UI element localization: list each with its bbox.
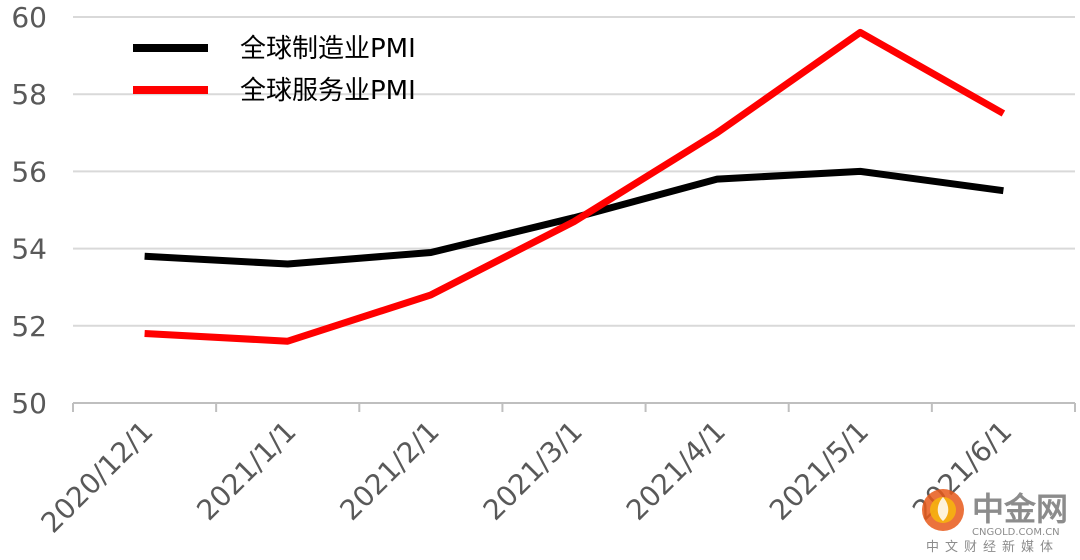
legend-label: 全球服务业PMI: [240, 76, 416, 106]
x-tick-label: 2021/3/1: [477, 415, 589, 527]
x-tick-labels: 2020/12/1 2021/1/1 2021/2/1 2021/3/1 2021/4/…: [35, 415, 1019, 540]
legend: 全球制造业PMI 全球服务业PMI: [133, 34, 416, 106]
grid-lines: [73, 16, 1075, 327]
y-tick-label: 58: [11, 78, 47, 111]
x-tick-label: 2020/12/1: [35, 415, 160, 540]
watermark-domain: CNGOLD.COM.CN: [972, 527, 1060, 538]
series-lines: [144, 28, 1006, 345]
y-tick-label: 50: [11, 387, 47, 420]
y-axis: 50 52 54 56 58 60: [11, 1, 47, 420]
series-line-services: [144, 28, 1006, 345]
x-tick-label: 2021/1/1: [190, 415, 302, 527]
x-tick-label: 2021/2/1: [334, 415, 446, 527]
watermark: 中金网 CNGOLD.COM.CN 中文财经新媒体: [922, 489, 1068, 555]
y-tick-label: 52: [11, 310, 47, 343]
x-tick-label: 2021/5/1: [763, 415, 875, 527]
watermark-title: 中金网: [972, 490, 1068, 528]
legend-label: 全球制造业PMI: [240, 34, 416, 64]
y-tick-label: 56: [11, 155, 47, 188]
y-tick-label: 54: [11, 233, 47, 266]
flame-circle-icon: [922, 489, 964, 531]
watermark-tagline: 中文财经新媒体: [926, 539, 1059, 555]
x-tick-label: 2021/4/1: [620, 415, 732, 527]
x-axis: [72, 402, 1076, 412]
y-tick-label: 60: [11, 1, 47, 34]
